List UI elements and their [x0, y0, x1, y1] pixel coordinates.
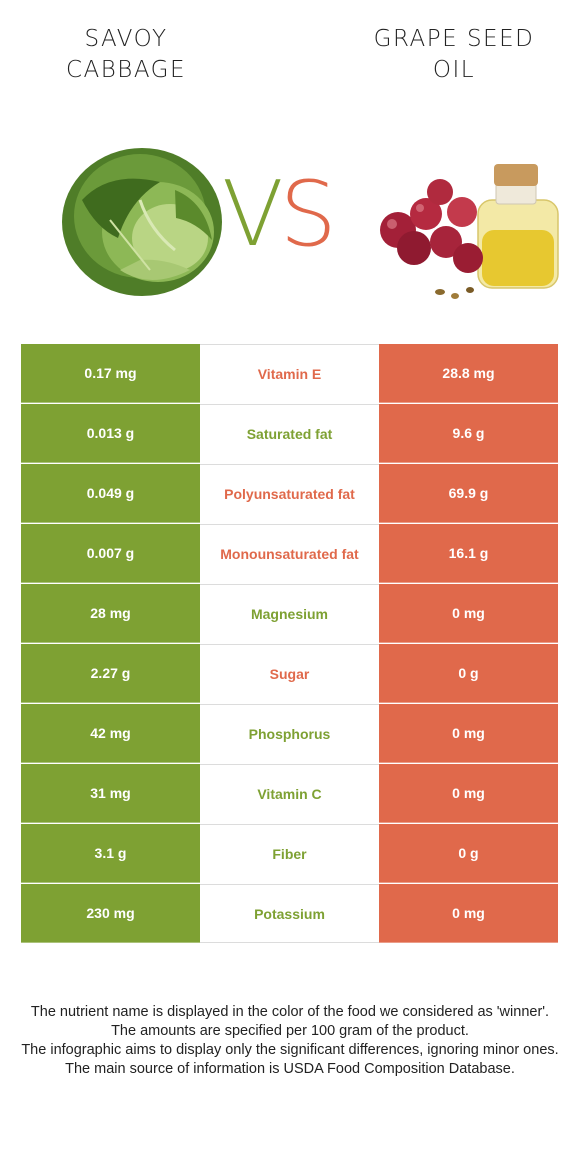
- table-row: 3.1 g Fiber 0 g: [21, 824, 558, 884]
- left-value: 28 mg: [21, 584, 200, 643]
- footer-notes: The nutrient name is displayed in the co…: [18, 1003, 562, 1079]
- right-food-name-line2: OIL: [432, 57, 476, 83]
- nutrient-name: Vitamin E: [200, 344, 379, 403]
- nutrient-name: Potassium: [200, 884, 379, 943]
- footer-line: The main source of information is USDA F…: [65, 1061, 515, 1077]
- table-row: 28 mg Magnesium 0 mg: [21, 584, 558, 644]
- left-food-name-line1: SAVOY: [84, 26, 168, 52]
- table-row: 31 mg Vitamin C 0 mg: [21, 764, 558, 824]
- footer-line: The amounts are specified per 100 gram o…: [111, 1023, 469, 1039]
- nutrient-name: Monounsaturated fat: [200, 524, 379, 583]
- savoy-cabbage-image: [62, 148, 222, 296]
- table-row: 0.17 mg Vitamin E 28.8 mg: [21, 344, 558, 404]
- nutrient-name: Phosphorus: [200, 704, 379, 763]
- right-value: 0 mg: [379, 584, 558, 643]
- left-value: 31 mg: [21, 764, 200, 823]
- nutrient-name: Vitamin C: [200, 764, 379, 823]
- left-value: 3.1 g: [21, 824, 200, 883]
- grape-seed-oil-image: [380, 164, 559, 299]
- left-value: 42 mg: [21, 704, 200, 763]
- right-food-name-line1: GRAPE SEED: [373, 26, 535, 52]
- left-value: 230 mg: [21, 884, 200, 943]
- food-images: [62, 148, 559, 299]
- nutrient-name: Magnesium: [200, 584, 379, 643]
- nutrient-name: Fiber: [200, 824, 379, 883]
- vs-s: S: [279, 162, 337, 267]
- nutrient-name: Saturated fat: [200, 404, 379, 463]
- nutrient-name: Polyunsaturated fat: [200, 464, 379, 523]
- footer-line: The nutrient name is displayed in the co…: [30, 1004, 550, 1020]
- right-value: 0 mg: [379, 884, 558, 943]
- left-value: 0.007 g: [21, 524, 200, 583]
- left-food-name-line2: CABBAGE: [65, 57, 187, 83]
- right-value: 0 mg: [379, 704, 558, 763]
- table-row: 0.049 g Polyunsaturated fat 69.9 g: [21, 464, 558, 524]
- right-value: 0 g: [379, 824, 558, 883]
- left-value: 0.013 g: [21, 404, 200, 463]
- nutrient-comparison-table: 0.17 mg Vitamin E 28.8 mg 0.013 g Satura…: [21, 344, 558, 944]
- right-value: 16.1 g: [379, 524, 558, 583]
- left-value: 0.17 mg: [21, 344, 200, 403]
- right-value: 9.6 g: [379, 404, 558, 463]
- left-value: 0.049 g: [21, 464, 200, 523]
- vs-v: V: [222, 162, 284, 267]
- footer-line: The infographic aims to display only the…: [21, 1042, 559, 1058]
- table-row: 42 mg Phosphorus 0 mg: [21, 704, 558, 764]
- right-value: 0 mg: [379, 764, 558, 823]
- table-row: 0.007 g Monounsaturated fat 16.1 g: [21, 524, 558, 584]
- left-value: 2.27 g: [21, 644, 200, 703]
- vs-label: VS: [222, 162, 337, 267]
- right-value: 0 g: [379, 644, 558, 703]
- nutrient-name: Sugar: [200, 644, 379, 703]
- right-value: 69.9 g: [379, 464, 558, 523]
- left-food-title: SAVOY CABBAGE: [16, 24, 236, 86]
- table-row: 0.013 g Saturated fat 9.6 g: [21, 404, 558, 464]
- table-row: 230 mg Potassium 0 mg: [21, 884, 558, 944]
- table-row: 2.27 g Sugar 0 g: [21, 644, 558, 704]
- right-value: 28.8 mg: [379, 344, 558, 403]
- right-food-title: GRAPE SEED OIL: [344, 24, 564, 86]
